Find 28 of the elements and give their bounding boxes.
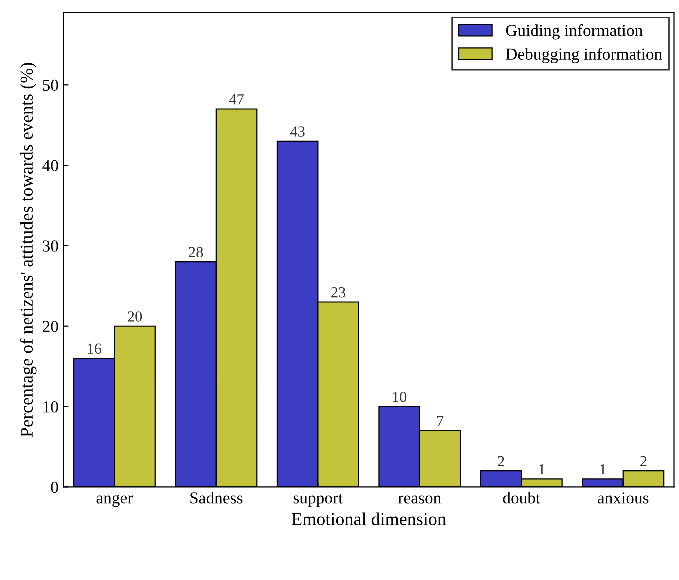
x-tick-label: doubt	[503, 492, 541, 504]
y-tick-label: 40	[42, 160, 58, 172]
data-label: 47	[229, 94, 244, 105]
x-tick-label: anxious	[598, 492, 649, 504]
data-label: 16	[88, 344, 102, 354]
data-label: 2	[640, 456, 647, 466]
x-tick-label: anger	[96, 495, 134, 508]
x-axis-title: Emotional dimension	[292, 512, 446, 526]
data-label: 23	[332, 287, 346, 298]
x-tick-label: support	[294, 494, 344, 508]
data-label: 1	[600, 464, 606, 475]
data-label: 43	[290, 126, 305, 137]
y-tick-label: 30	[43, 240, 58, 252]
x-tick-label: Sadness	[190, 492, 243, 504]
x-tick-label: reason	[398, 496, 442, 504]
data-label: 28	[189, 247, 204, 258]
data-label: 7	[437, 416, 444, 426]
legend-label: Guiding information	[506, 24, 643, 40]
data-label: 1	[540, 464, 545, 475]
legend-label: Debugging information	[506, 48, 662, 64]
y-tick-label: 20	[43, 321, 58, 332]
y-tick-label: 10	[44, 401, 58, 413]
data-label: 20	[128, 312, 142, 322]
y-axis-title: Percentage of netizens' attitudes towards events (%)	[20, 63, 37, 438]
data-label: 10	[393, 392, 407, 402]
data-label: 2	[498, 456, 504, 466]
y-tick-label: 50	[43, 80, 58, 92]
y-tick-label: 0	[51, 482, 58, 494]
